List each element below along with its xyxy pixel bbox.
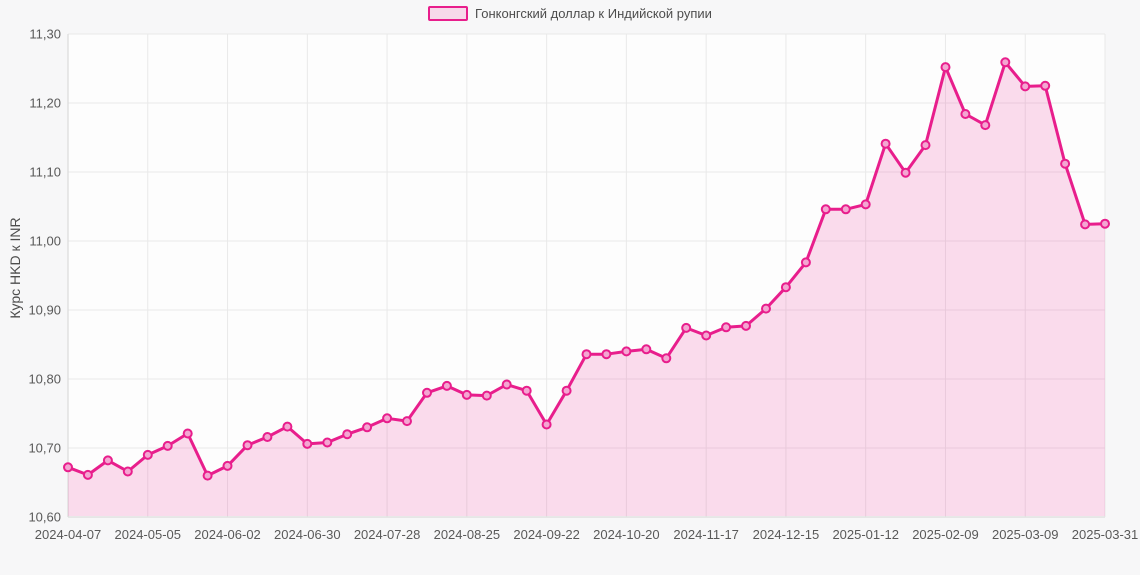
chart-point-2025-01-12[interactable]: [860, 199, 871, 210]
y-tick-label: 10,80: [28, 372, 61, 387]
chart-point-2024-06-23[interactable]: [282, 421, 293, 432]
chart-point-2024-11-03[interactable]: [661, 353, 672, 364]
y-tick-label: 10,70: [28, 441, 61, 456]
chart-point-2024-12-29[interactable]: [820, 204, 831, 215]
chart-point-2024-12-22[interactable]: [800, 257, 811, 268]
chart-point-2024-12-01[interactable]: [741, 320, 751, 331]
x-tick-label: 2025-02-09: [912, 527, 979, 542]
chart-point-2024-11-24[interactable]: [721, 322, 732, 333]
x-tick-label: 2024-09-22: [513, 527, 580, 542]
x-tick-label: 2024-12-15: [753, 527, 820, 542]
chart-point-2024-11-17[interactable]: [701, 330, 712, 341]
chart-point-2025-03-02[interactable]: [1000, 57, 1011, 68]
chart-point-2025-01-26[interactable]: [900, 167, 911, 178]
chart-point-2024-04-21[interactable]: [102, 455, 113, 466]
chart-point-2024-09-08[interactable]: [501, 379, 512, 390]
x-tick-label: 2024-06-02: [194, 527, 261, 542]
chart-point-2025-02-02[interactable]: [920, 140, 931, 151]
chart-point-2024-11-10[interactable]: [681, 322, 692, 333]
x-tick-label: 2024-08-25: [434, 527, 501, 542]
chart-point-2024-05-26[interactable]: [202, 470, 213, 481]
chart-point-2025-02-09[interactable]: [940, 62, 951, 73]
chart-point-2025-03-31[interactable]: [1100, 218, 1110, 229]
chart-point-2024-08-04[interactable]: [402, 416, 412, 427]
chart-point-2025-03-16[interactable]: [1040, 80, 1051, 91]
x-tick-label: 2024-05-05: [115, 527, 182, 542]
chart-point-2025-03-30[interactable]: [1080, 219, 1091, 230]
x-tick-label: 2025-03-31: [1072, 527, 1139, 542]
chart-point-2024-09-22[interactable]: [541, 419, 552, 430]
chart-point-2024-06-02[interactable]: [222, 460, 233, 471]
chart-point-2025-03-23[interactable]: [1060, 158, 1071, 169]
chart-point-2024-08-18[interactable]: [441, 380, 452, 391]
y-tick-label: 10,60: [28, 510, 61, 525]
chart-point-2025-03-09[interactable]: [1020, 81, 1031, 92]
x-tick-label: 2024-06-30: [274, 527, 341, 542]
chart-point-2024-07-28[interactable]: [382, 413, 393, 424]
legend-swatch-icon: [428, 6, 469, 21]
x-tick-label: 2024-04-07: [35, 527, 102, 542]
chart-point-2024-06-09[interactable]: [242, 440, 253, 451]
chart-point-2025-02-23[interactable]: [980, 120, 991, 131]
chart-point-2025-01-19[interactable]: [880, 138, 891, 149]
x-tick-label: 2024-07-28: [354, 527, 421, 542]
y-axis-title: Курс HKD к INR: [7, 217, 23, 319]
chart-point-2024-12-08[interactable]: [761, 303, 771, 314]
legend-label: Гонконгский доллар к Индийской рупии: [475, 6, 712, 21]
chart-point-2024-05-19[interactable]: [182, 428, 193, 439]
x-tick-label: 2024-10-20: [593, 527, 660, 542]
y-tick-label: 11,10: [29, 165, 61, 180]
y-tick-label: 11,20: [29, 96, 61, 111]
chart-point-2024-05-05[interactable]: [142, 449, 153, 460]
x-tick-label: 2025-03-09: [992, 527, 1059, 542]
chart-point-2024-09-01[interactable]: [481, 390, 492, 401]
chart-point-2024-06-16[interactable]: [262, 432, 273, 442]
chart-point-2025-02-16[interactable]: [960, 109, 971, 119]
legend-item-hkd-inr[interactable]: Гонконгский доллар к Индийской рупии: [0, 6, 1140, 21]
chart-point-2024-10-27[interactable]: [641, 344, 652, 355]
y-tick-label: 11,00: [29, 234, 61, 249]
chart-point-2024-10-20[interactable]: [621, 346, 632, 357]
y-tick-label: 11,30: [29, 27, 61, 42]
chart-point-2024-07-07[interactable]: [322, 437, 333, 448]
chart-point-2024-08-25[interactable]: [461, 389, 472, 400]
chart-point-2024-06-30[interactable]: [302, 438, 313, 449]
chart-point-2024-04-07[interactable]: [63, 462, 73, 473]
chart-point-2024-09-29[interactable]: [561, 385, 572, 396]
chart-point-2025-01-05[interactable]: [840, 204, 851, 215]
chart-point-2024-07-14[interactable]: [342, 429, 353, 440]
series-area: [68, 62, 1105, 517]
chart-point-2024-05-12[interactable]: [162, 440, 173, 451]
chart-point-2024-08-11[interactable]: [422, 387, 432, 398]
y-tick-label: 10,90: [28, 303, 61, 318]
x-tick-label: 2024-11-17: [673, 527, 739, 542]
chart-point-2024-10-06[interactable]: [581, 349, 592, 360]
chart-point-2024-10-13[interactable]: [601, 349, 612, 360]
chart-point-2024-09-15[interactable]: [521, 385, 532, 396]
chart-point-2024-04-28[interactable]: [122, 466, 133, 477]
chart-point-2024-04-14[interactable]: [82, 469, 93, 480]
chart-point-2024-07-21[interactable]: [362, 422, 373, 433]
x-tick-label: 2025-01-12: [832, 527, 899, 542]
chart-point-2024-12-15[interactable]: [780, 282, 791, 293]
